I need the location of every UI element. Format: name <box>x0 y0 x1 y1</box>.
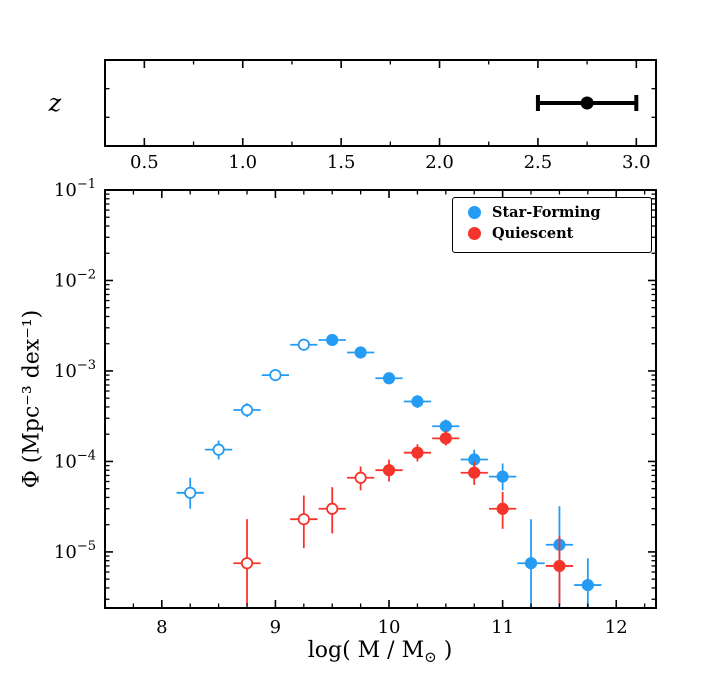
star-forming-marker-icon <box>468 206 481 219</box>
redshift-point <box>580 96 594 110</box>
data-point <box>326 333 339 347</box>
redshift-data-layer <box>535 95 639 111</box>
data-point <box>496 470 509 483</box>
mass-function-axes-layer: 8 9 10 11 12 10−5 10−4 10−3 10−2 10−1 <box>54 177 657 638</box>
svg-text:10−4: 10−4 <box>54 448 96 472</box>
legend: Star-Forming Quiescent <box>452 197 652 253</box>
svg-text:12: 12 <box>605 617 628 638</box>
data-point <box>439 432 452 445</box>
mass-axis-label-prefix: log( M / M <box>307 638 425 663</box>
legend-label-star-forming: Star-Forming <box>492 204 601 221</box>
legend-item-quiescent: Quiescent <box>468 225 651 242</box>
data-point <box>468 466 481 479</box>
sun-symbol: ⊙ <box>424 648 437 666</box>
redshift-axis-label: z <box>48 89 62 117</box>
mass-axis-label-suffix: ) <box>436 638 453 663</box>
phi-axis-label: Φ (Mpc⁻³ dex⁻¹) <box>19 309 45 489</box>
data-point <box>269 369 282 382</box>
data-point <box>240 403 254 417</box>
data-point <box>240 557 254 570</box>
redshift-axes-layer: 0.5 1.0 1.5 2.0 2.5 3.0 <box>104 59 657 173</box>
svg-text:1.5: 1.5 <box>327 152 356 173</box>
data-point <box>212 443 225 456</box>
svg-text:11: 11 <box>491 617 514 638</box>
svg-text:9: 9 <box>270 617 281 638</box>
mass-function-data-layer <box>176 333 602 608</box>
data-point <box>326 502 339 515</box>
data-point <box>496 502 509 515</box>
svg-text:10−2: 10−2 <box>54 267 96 291</box>
svg-text:10−3: 10−3 <box>54 358 96 382</box>
legend-label-quiescent: Quiescent <box>492 225 574 242</box>
svg-text:3.0: 3.0 <box>622 152 651 173</box>
svg-text:2.5: 2.5 <box>524 152 553 173</box>
svg-text:8: 8 <box>156 617 167 638</box>
data-point <box>382 464 396 477</box>
quiescent-marker-icon <box>468 227 481 240</box>
data-point <box>581 578 594 592</box>
data-point <box>297 338 310 351</box>
data-point <box>382 372 396 385</box>
data-point <box>439 420 452 433</box>
svg-text:1.0: 1.0 <box>228 152 257 173</box>
data-point <box>297 513 310 526</box>
data-point <box>411 395 424 408</box>
svg-text:10−1: 10−1 <box>54 177 96 201</box>
data-point <box>184 486 197 499</box>
svg-text:0.5: 0.5 <box>130 152 159 173</box>
svg-text:10−5: 10−5 <box>54 539 96 563</box>
data-point <box>524 557 538 570</box>
data-point <box>411 446 424 459</box>
legend-item-star-forming: Star-Forming <box>468 204 651 221</box>
data-point <box>354 346 367 359</box>
mass-axis-label: log( M / M⊙ ) <box>308 638 453 666</box>
svg-text:10: 10 <box>378 617 401 638</box>
data-point <box>553 559 566 573</box>
svg-text:2.0: 2.0 <box>425 152 454 173</box>
data-point <box>354 471 367 484</box>
